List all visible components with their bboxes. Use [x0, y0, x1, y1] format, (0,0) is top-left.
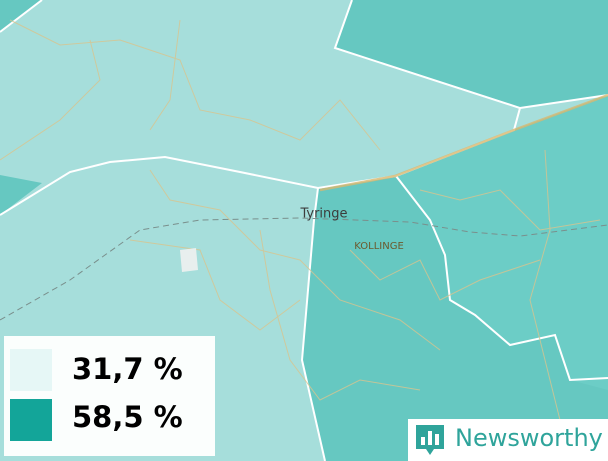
railway	[0, 217, 608, 321]
building	[180, 248, 198, 272]
region-dark	[0, 175, 42, 215]
region-dark	[335, 0, 608, 108]
legend-swatch	[10, 349, 52, 391]
place-label: Tyringe	[299, 207, 347, 222]
brand-name: Newsworthy	[455, 424, 603, 452]
legend-label: 58,5 %	[72, 400, 183, 434]
legend-swatch	[10, 399, 52, 441]
roads	[0, 19, 608, 421]
region-dark	[396, 95, 608, 390]
brand-icon	[416, 425, 444, 455]
legend-label: 31,7 %	[72, 352, 183, 386]
place-label: KOLLINGE	[354, 241, 404, 252]
